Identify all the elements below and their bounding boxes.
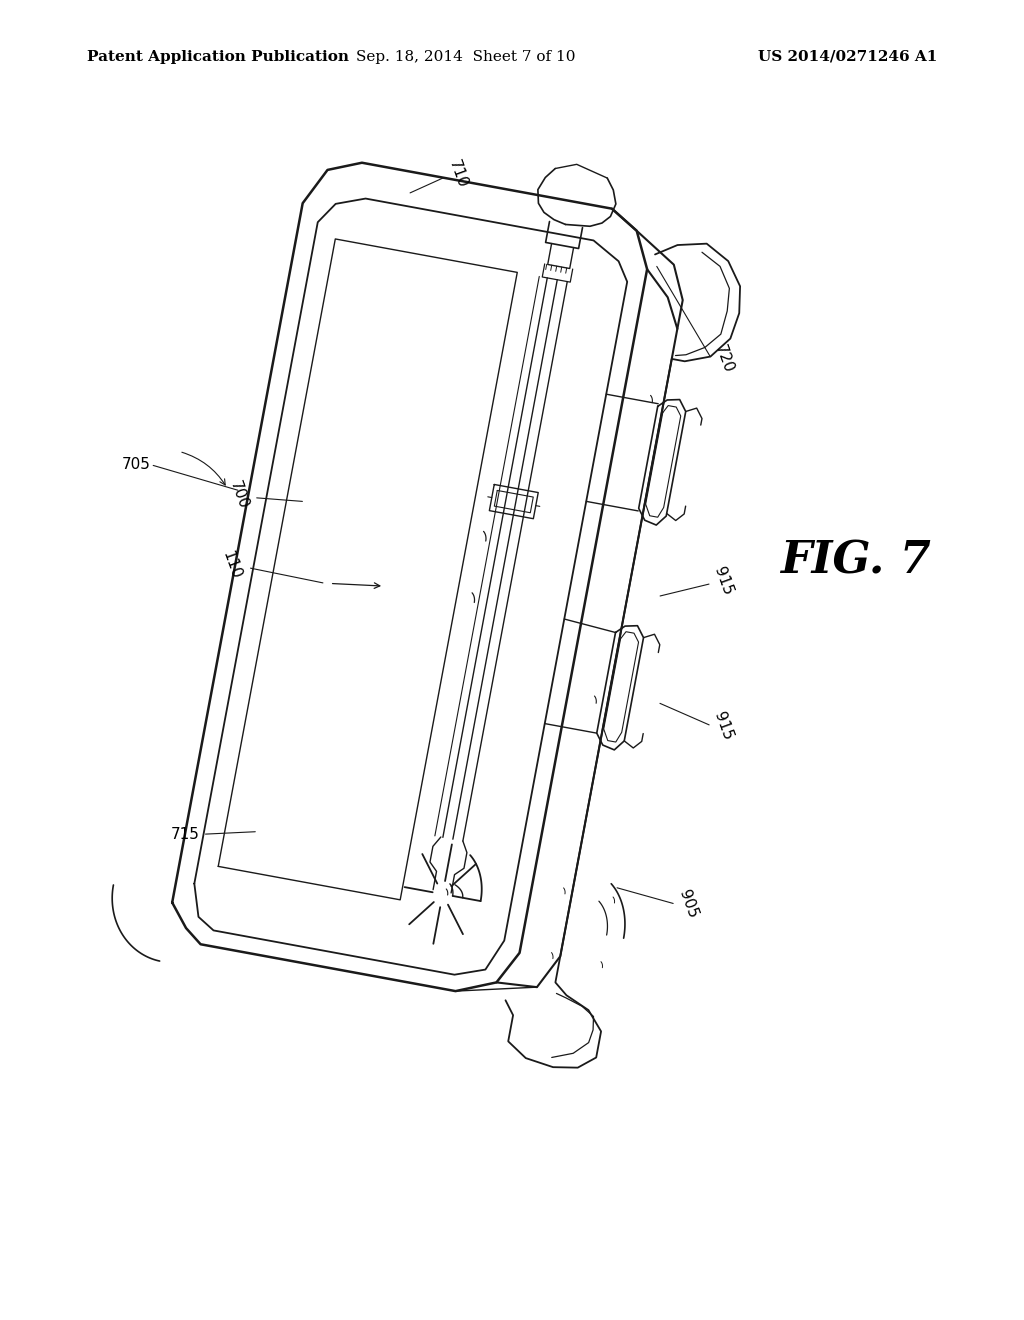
Text: 915: 915 bbox=[712, 565, 735, 597]
Text: FIG. 7: FIG. 7 bbox=[779, 540, 931, 582]
Text: 905: 905 bbox=[676, 888, 699, 920]
Text: 110: 110 bbox=[220, 549, 244, 581]
Text: 710: 710 bbox=[445, 158, 469, 190]
Text: US 2014/0271246 A1: US 2014/0271246 A1 bbox=[758, 50, 937, 63]
Text: 720: 720 bbox=[712, 343, 735, 375]
Text: 705: 705 bbox=[122, 457, 151, 473]
Text: Sep. 18, 2014  Sheet 7 of 10: Sep. 18, 2014 Sheet 7 of 10 bbox=[356, 50, 575, 63]
Text: Patent Application Publication: Patent Application Publication bbox=[87, 50, 349, 63]
Text: 715: 715 bbox=[171, 826, 200, 842]
Text: 915: 915 bbox=[712, 710, 735, 742]
Text: 700: 700 bbox=[227, 479, 251, 511]
